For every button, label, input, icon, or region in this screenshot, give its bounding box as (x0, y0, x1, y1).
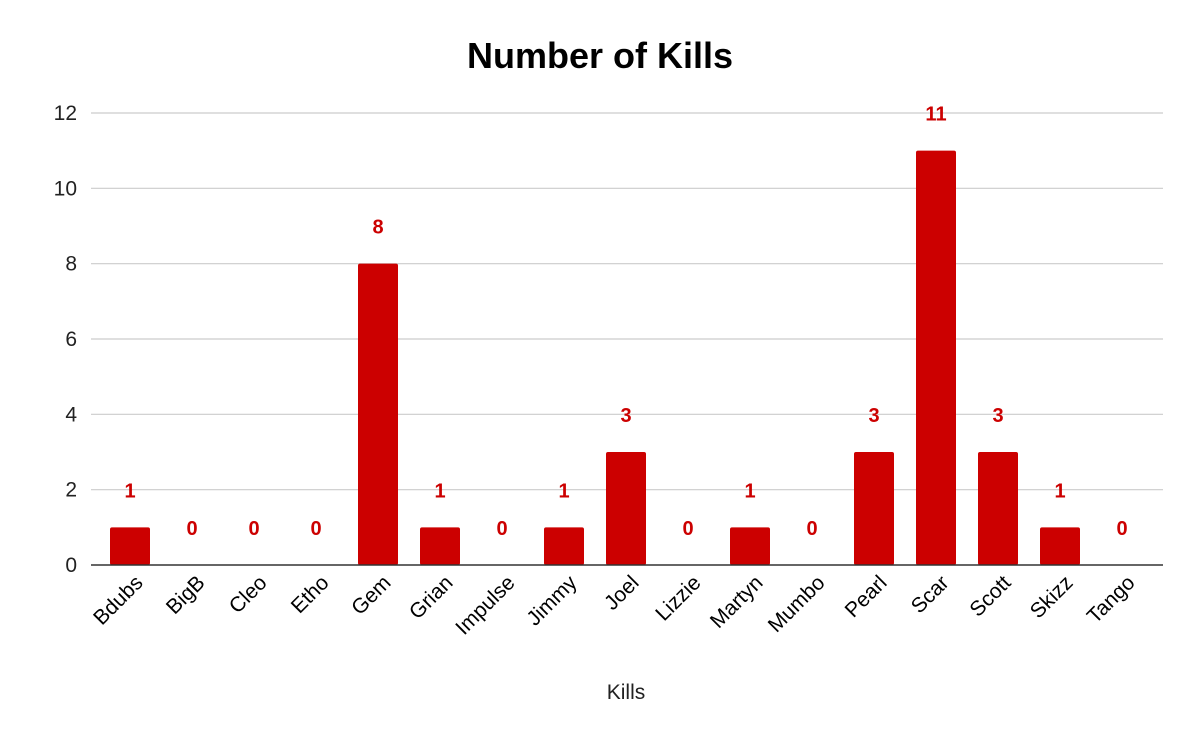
y-tick-label: 10 (54, 177, 77, 200)
bar (544, 527, 584, 565)
x-tick-label: Bdubs (89, 571, 147, 629)
data-label: 0 (496, 518, 507, 540)
x-tick-label: BigB (162, 571, 210, 619)
data-label: 1 (434, 480, 445, 502)
data-label: 1 (558, 480, 569, 502)
data-label: 1 (124, 480, 135, 502)
x-tick-label: Scott (965, 571, 1015, 621)
y-tick-label: 2 (65, 479, 77, 502)
x-axis-title: Kills (607, 681, 646, 704)
bar (854, 452, 894, 565)
data-label: 0 (186, 518, 197, 540)
bar (730, 527, 770, 565)
bar (916, 150, 956, 565)
x-tick-label: Pearl (841, 571, 892, 622)
bars (110, 150, 1080, 565)
y-tick-label: 8 (65, 253, 77, 276)
bar (110, 527, 150, 565)
data-label: 0 (682, 518, 693, 540)
y-tick-label: 12 (54, 102, 77, 125)
data-label: 1 (744, 480, 755, 502)
x-tick-label: Gem (347, 571, 395, 619)
bar (420, 527, 460, 565)
data-labels: 1 0 0 0 8 1 0 1 3 0 1 0 3 11 3 1 0 (124, 104, 1127, 540)
y-axis-ticks: 0 2 4 6 8 10 12 (54, 102, 78, 577)
x-tick-label: Lizzie (651, 571, 705, 625)
x-tick-label: Etho (287, 571, 334, 618)
y-tick-label: 0 (65, 554, 77, 577)
x-tick-label: Grian (405, 571, 458, 624)
data-label: 3 (868, 405, 879, 427)
x-tick-label: Mumbo (764, 571, 830, 637)
data-label: 0 (248, 518, 259, 540)
bar (978, 452, 1018, 565)
x-tick-label: Cleo (225, 571, 272, 618)
data-label: 0 (806, 518, 817, 540)
y-tick-label: 6 (65, 328, 77, 351)
gridlines (91, 112, 1163, 491)
bar (358, 263, 398, 565)
data-label: 3 (992, 405, 1003, 427)
x-tick-label: Jimmy (522, 571, 582, 631)
bar (606, 452, 646, 565)
data-label: 1 (1054, 480, 1065, 502)
x-tick-label: Skizz (1026, 571, 1078, 623)
x-tick-label: Tango (1083, 571, 1140, 628)
x-tick-label: Scar (907, 571, 954, 618)
chart-title: Number of Kills (467, 35, 733, 76)
data-label: 0 (1116, 518, 1127, 540)
x-tick-label: Martyn (706, 571, 768, 633)
bar (1040, 527, 1080, 565)
data-label: 0 (310, 518, 321, 540)
data-label: 11 (925, 104, 946, 126)
data-label: 8 (372, 217, 383, 239)
y-tick-label: 4 (65, 403, 77, 426)
x-tick-label: Joel (600, 571, 644, 615)
x-tick-label: Impulse (451, 571, 519, 639)
data-label: 3 (620, 405, 631, 427)
